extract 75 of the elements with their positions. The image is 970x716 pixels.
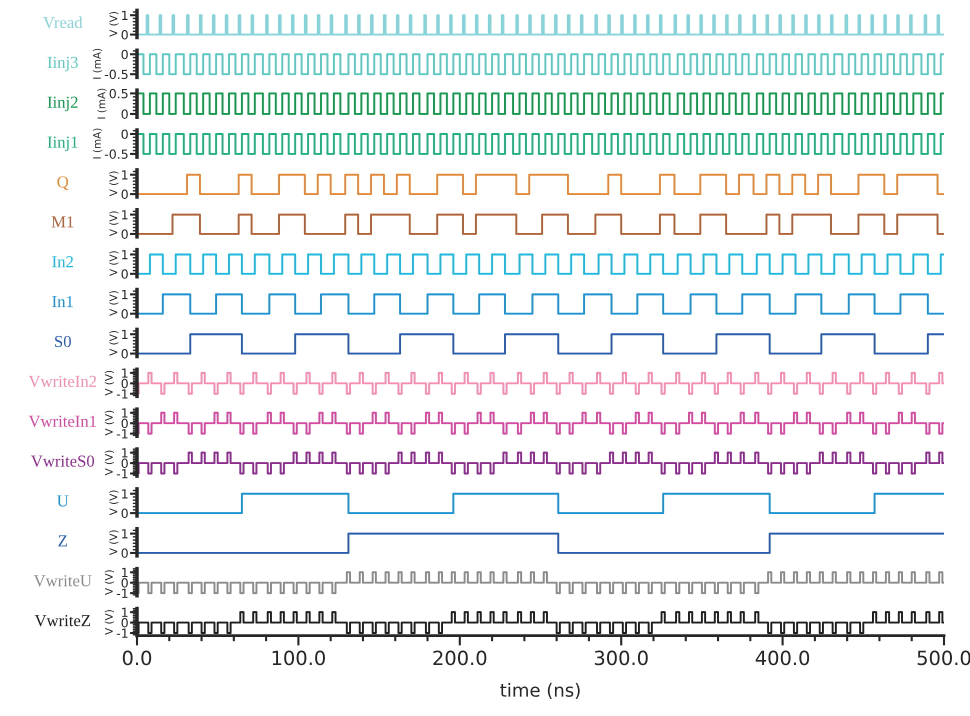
y-tick-label: 0 (122, 618, 128, 628)
y-axis-title: V (V) (109, 530, 119, 556)
y-tick-label: 0 (122, 378, 128, 388)
y-tick-label: 0 (122, 418, 128, 428)
x-tick-label: 300.0 (594, 650, 648, 666)
y-tick-label: 1 (122, 529, 128, 538)
y-tick-label: -1 (116, 469, 128, 478)
text: Iinj3 (48, 56, 78, 72)
text: Vread (43, 16, 82, 28)
y-axis-title: V (V) (109, 291, 119, 316)
y-tick-label: -0.5 (104, 70, 128, 80)
y-tick-label: -1 (116, 429, 128, 438)
text: Iinj2 (48, 96, 78, 112)
y-tick-label: 1 (122, 448, 128, 458)
y-axis-title: V (V) (109, 330, 119, 356)
y-axis-title: I (mA) (92, 128, 102, 158)
y-tick-label: 0 (122, 309, 128, 319)
y-tick-label: 0 (122, 229, 128, 239)
y-axis-title: V (V) (104, 370, 114, 396)
y-tick-label: 1 (122, 368, 128, 378)
x-tick-label: 400.0 (756, 650, 810, 666)
y-tick-label: 1 (122, 608, 128, 617)
y-axis-title: V (V) (109, 12, 119, 37)
y-axis-title: V (V) (104, 450, 114, 476)
y-tick-label: 0 (122, 30, 128, 40)
y-axis-title: V (V) (109, 211, 119, 236)
y-tick-label: 0 (122, 578, 128, 588)
y-tick-label: -1 (116, 389, 128, 399)
text: S0 (55, 336, 71, 348)
y-tick-label: 1 (122, 10, 128, 20)
x-axis-title: time (ns) (500, 682, 580, 700)
y-tick-label: 1 (122, 250, 128, 260)
y-tick-label: -1 (116, 588, 128, 598)
y-tick-label: 0.5 (110, 88, 128, 98)
y-tick-label: 0 (122, 190, 128, 200)
y-tick-label: -1 (116, 628, 128, 638)
y-tick-label: 1 (122, 568, 128, 578)
y-axis-title: V (V) (104, 570, 114, 595)
y-axis-title: I (mA) (97, 88, 107, 119)
text: VwriteS0 (31, 455, 94, 467)
y-tick-label: 0 (122, 109, 128, 119)
y-tick-label: 1 (122, 330, 128, 339)
y-tick-label: 1 (122, 489, 128, 498)
text: VwriteIn2 (28, 376, 96, 388)
text: In2 (52, 256, 73, 268)
y-tick-label: 0 (122, 548, 128, 558)
y-axis-title: V (V) (109, 171, 119, 196)
text: U (57, 496, 68, 507)
y-tick-label: 0 (122, 508, 128, 518)
text: M1 (52, 216, 74, 228)
text: VwriteU (34, 575, 92, 586)
x-tick-label: 200.0 (433, 650, 486, 666)
y-tick-label: 1 (122, 290, 128, 300)
y-tick-label: 0 (122, 50, 128, 60)
y-tick-label: 0 (122, 269, 128, 279)
x-tick-label: 0.0 (122, 650, 152, 666)
text: VwriteZ (34, 615, 90, 626)
y-tick-label: 1 (122, 408, 128, 418)
text: Iinj1 (48, 136, 78, 152)
y-tick-label: 1 (122, 170, 128, 180)
y-tick-label: 0 (122, 458, 128, 468)
y-tick-label: 0 (122, 349, 128, 359)
y-tick-label: -0.5 (104, 149, 128, 159)
y-axis-title: I (mA) (92, 48, 102, 79)
x-tick-label: 100.0 (272, 650, 325, 666)
y-tick-label: 0 (122, 129, 128, 139)
text: In1 (52, 296, 73, 308)
text: Z (58, 535, 67, 546)
y-tick-label: 1 (122, 210, 128, 220)
y-axis-title: V (V) (104, 610, 114, 635)
text: Q (57, 176, 68, 190)
y-axis-title: V (V) (109, 490, 119, 516)
y-axis-title: V (V) (109, 251, 119, 276)
y-axis-title: V (V) (104, 410, 114, 436)
text: VwriteIn1 (28, 416, 96, 427)
